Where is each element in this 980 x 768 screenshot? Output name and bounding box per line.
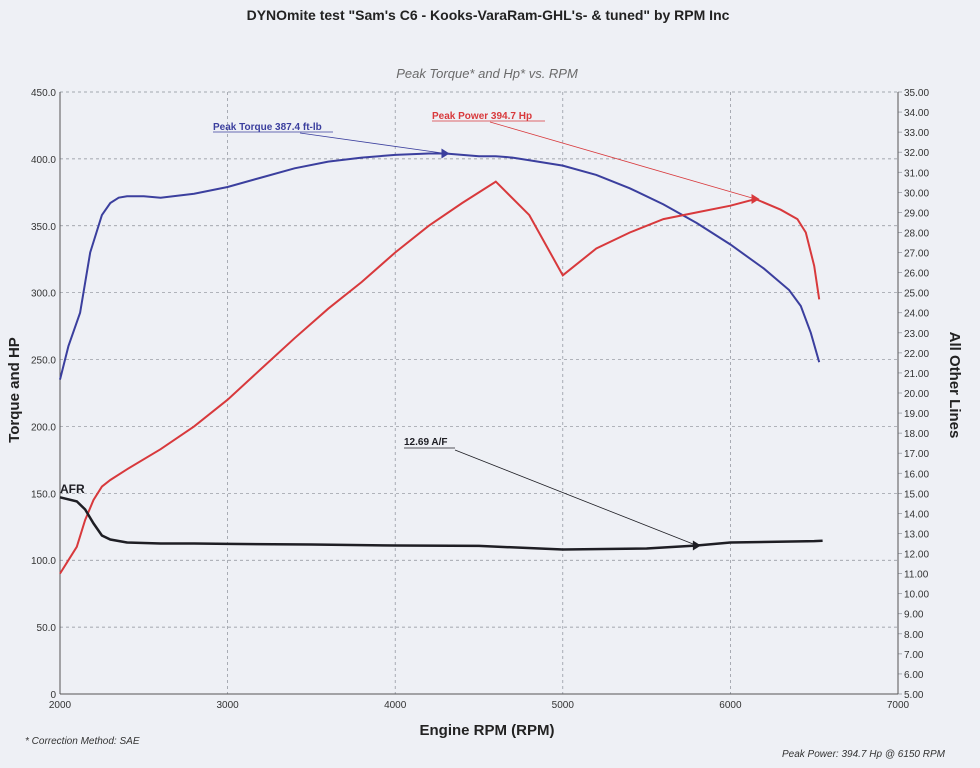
y2-tick-label: 11.00 <box>904 570 929 581</box>
y2-tick-label: 25.00 <box>904 289 929 300</box>
afr-series-label: AFR <box>60 482 85 496</box>
y2-tick-label: 15.00 <box>904 489 929 500</box>
power-peak-leader-line <box>489 121 756 200</box>
y2-tick-label: 27.00 <box>904 249 929 260</box>
x-axis-label: Engine RPM (RPM) <box>420 722 555 739</box>
chart-subtitle: Peak Torque* and Hp* vs. RPM <box>396 66 578 81</box>
y2-tick-label: 10.00 <box>904 590 929 601</box>
y2-tick-label: 12.00 <box>904 550 929 561</box>
y-tick-label: 350.0 <box>31 222 56 233</box>
y2-tick-label: 20.00 <box>904 389 929 400</box>
y2-tick-label: 9.00 <box>904 610 924 621</box>
y2-tick-label: 28.00 <box>904 228 929 239</box>
y2-tick-label: 31.00 <box>904 168 929 179</box>
y-tick-label: 250.0 <box>31 356 56 367</box>
y2-tick-label: 30.00 <box>904 188 929 199</box>
x-tick-label: 7000 <box>887 700 910 711</box>
peak-power-note: Peak Power: 394.7 Hp @ 6150 RPM <box>782 749 946 760</box>
y2-tick-label: 13.00 <box>904 529 929 540</box>
chart-title: DYNOmite test "Sam's C6 - Kooks-VaraRam-… <box>247 7 730 23</box>
torque-peak-marker-icon <box>441 148 450 159</box>
y2-tick-label: 34.00 <box>904 108 929 119</box>
y2-tick-label: 8.00 <box>904 630 924 641</box>
torque-peak-label: Peak Torque 387.4 ft-lb <box>213 122 322 133</box>
y2-tick-label: 19.00 <box>904 409 929 420</box>
torque-peak-leader-line <box>299 132 446 154</box>
y-tick-label: 400.0 <box>31 155 56 166</box>
y2-tick-label: 24.00 <box>904 309 929 320</box>
y-tick-label: 100.0 <box>31 556 56 567</box>
y2-axis-label: All Other Lines <box>946 332 963 439</box>
y2-tick-label: 21.00 <box>904 369 929 380</box>
y-axis-ticks: 0 50.0 100.0 150.0 200.0 250.0 300.0 350.0 400.0… <box>31 88 56 701</box>
y2-tick-label: 32.00 <box>904 148 929 159</box>
y-tick-label: 300.0 <box>31 289 56 300</box>
y2-tick-label: 5.00 <box>904 690 924 701</box>
y-tick-label: 150.0 <box>31 489 56 500</box>
torque-series-line <box>59 152 821 380</box>
afr-value-label: 12.69 A/F <box>404 437 448 448</box>
y2-tick-label: 6.00 <box>904 670 924 681</box>
afr-leader-line <box>454 449 698 546</box>
y-tick-label: 450.0 <box>31 88 56 99</box>
y-tick-label: 0 <box>50 690 56 701</box>
x-tick-label: 4000 <box>384 700 407 711</box>
x-tick-label: 3000 <box>216 700 239 711</box>
y2-tick-label: 17.00 <box>904 449 929 460</box>
power-peak-marker-icon <box>751 194 760 205</box>
y2-tick-label: 18.00 <box>904 429 929 440</box>
power-series-line <box>59 180 821 575</box>
x-tick-label: 6000 <box>719 700 742 711</box>
correction-method-note: * Correction Method: SAE <box>25 736 140 747</box>
x-tick-label: 2000 <box>49 700 72 711</box>
y2-tick-label: 26.00 <box>904 269 929 280</box>
y-tick-label: 50.0 <box>37 623 57 634</box>
y2-tick-label: 7.00 <box>904 650 924 661</box>
afr-marker-icon <box>692 540 701 551</box>
grid-lines <box>60 91 898 694</box>
power-peak-label: Peak Power 394.7 Hp <box>432 111 532 122</box>
y2-tick-label: 33.00 <box>904 128 929 139</box>
y2-tick-label: 29.00 <box>904 208 929 219</box>
y2-tick-label: 22.00 <box>904 349 929 360</box>
y2-tick-label: 14.00 <box>904 509 929 520</box>
y-tick-label: 200.0 <box>31 422 56 433</box>
y2-tick-label: 16.00 <box>904 469 929 480</box>
y2-tick-label: 35.00 <box>904 88 929 99</box>
y2-axis-ticks: 5.00 6.00 7.00 8.00 9.00 10.00 11.00 12.00 13.00… <box>898 88 929 701</box>
y-axis-label: Torque and HP <box>6 337 23 443</box>
x-axis-ticks: 2000 3000 4000 5000 6000 7000 <box>49 700 910 711</box>
y2-tick-label: 23.00 <box>904 329 929 340</box>
x-tick-label: 5000 <box>552 700 575 711</box>
